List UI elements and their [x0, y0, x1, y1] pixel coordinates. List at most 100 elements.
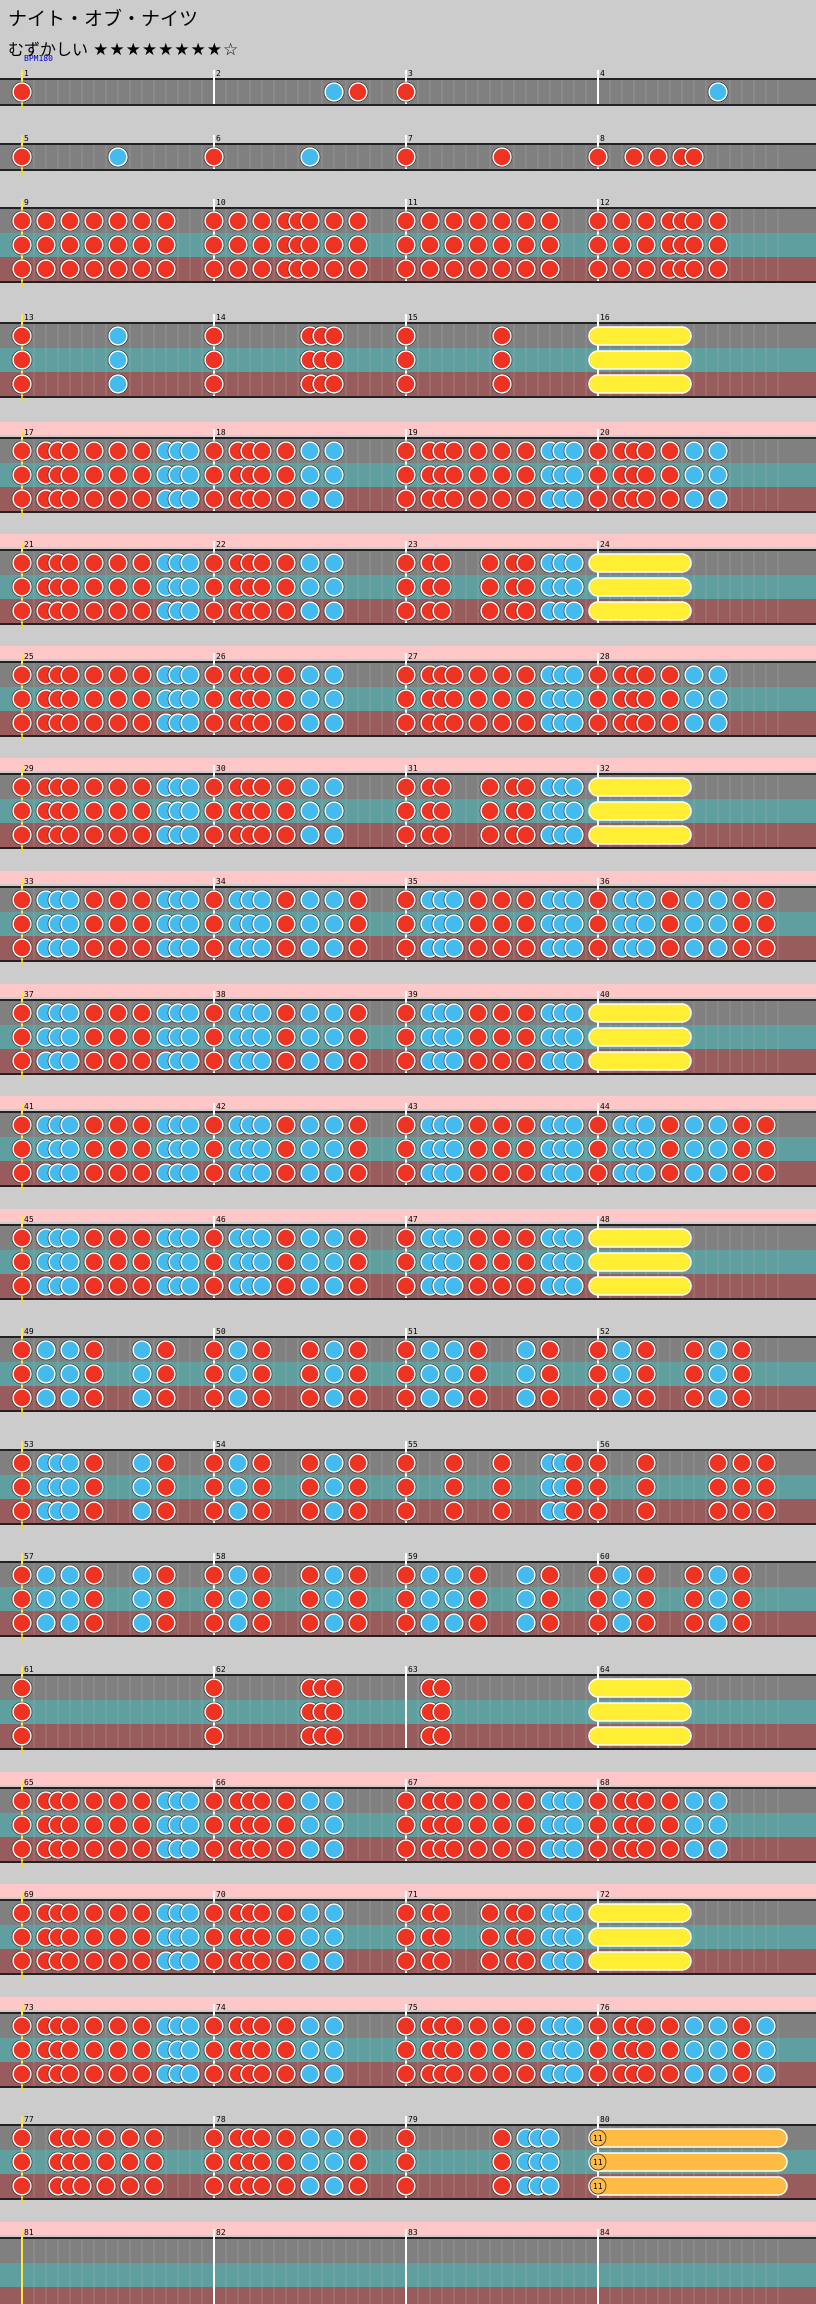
note-outline: [635, 889, 657, 911]
note-outline: [323, 81, 345, 103]
don-note: [468, 1252, 488, 1272]
ka-note: [564, 713, 584, 733]
ka-note: [684, 938, 704, 958]
don-note: [276, 1276, 296, 1296]
ka-note: [564, 1276, 584, 1296]
note-outline: [635, 1387, 657, 1409]
note-outline: [515, 889, 537, 911]
balloon-count: 11: [593, 2158, 603, 2167]
don-note: [732, 914, 752, 934]
don-note: [120, 2152, 140, 2172]
row-top-line: [0, 2237, 816, 2239]
note-outline: [515, 2039, 537, 2061]
measure-number: 70: [216, 1890, 226, 1899]
don-note: [516, 235, 536, 255]
note-outline: [323, 1387, 345, 1409]
note-outline: [11, 2127, 33, 2149]
note-outline: [299, 600, 321, 622]
note-outline: [131, 1227, 153, 1249]
note-outline: [515, 1162, 537, 1184]
don-note: [252, 1477, 272, 1497]
don-note: [444, 1839, 464, 1859]
don-note: [204, 577, 224, 597]
note-outline: [107, 234, 129, 256]
note-outline: [419, 234, 441, 256]
note-outline: [515, 1612, 537, 1634]
note-outline: [59, 1227, 81, 1249]
note-outline: [539, 234, 561, 256]
don-note: [12, 82, 32, 102]
don-note: [348, 1139, 368, 1159]
note-outline: [59, 1950, 81, 1972]
don-note: [636, 2064, 656, 2084]
ka-note: [300, 1839, 320, 1859]
note-outline: [11, 1050, 33, 1072]
note-outline: [299, 1363, 321, 1385]
note-outline: [251, 1387, 273, 1409]
ka-note: [60, 1139, 80, 1159]
note-outline: [203, 600, 225, 622]
don-note: [60, 1791, 80, 1811]
note-outline: [467, 1138, 489, 1160]
note-outline: [11, 1677, 33, 1699]
note-outline: [395, 1926, 417, 1948]
don-note: [12, 489, 32, 509]
note-outline: [119, 2175, 141, 2197]
don-note: [492, 1163, 512, 1183]
note-outline: [251, 1612, 273, 1634]
note-outline: [419, 210, 441, 232]
don-note: [84, 1228, 104, 1248]
note-outline: [203, 2127, 225, 2149]
don-note: [84, 938, 104, 958]
row-top-line: [0, 661, 816, 663]
don-note: [468, 1276, 488, 1296]
note-outline: [479, 600, 501, 622]
note-outline: [59, 1564, 81, 1586]
measure-number: 56: [600, 1440, 610, 1449]
note-outline: [635, 913, 657, 935]
note-outline: [131, 1902, 153, 1924]
drumroll-note: [588, 1228, 692, 1248]
note-outline: [659, 2063, 681, 2085]
note-outline: [515, 258, 537, 280]
note-outline: [683, 464, 705, 486]
note-outline: [179, 440, 201, 462]
note-outline: [635, 1838, 657, 1860]
note-outline: [131, 1002, 153, 1024]
note-outline: [275, 552, 297, 574]
don-note: [732, 1501, 752, 1521]
measure-number: 29: [24, 764, 34, 773]
don-note: [468, 1364, 488, 1384]
don-note: [468, 1839, 488, 1859]
note-outline: [443, 234, 465, 256]
note-outline: [635, 1162, 657, 1184]
don-note: [396, 1364, 416, 1384]
note-outline: [563, 1251, 585, 1273]
note-outline: [131, 2039, 153, 2061]
don-note: [540, 235, 560, 255]
row-bottom-line: [0, 2198, 816, 2200]
don-note: [84, 259, 104, 279]
note-outline: [587, 1476, 609, 1498]
don-note: [492, 2176, 512, 2196]
measure-number: 20: [600, 428, 610, 437]
note-outline: [395, 552, 417, 574]
note-outline: [203, 1251, 225, 1273]
measure-number: 84: [600, 2228, 610, 2237]
note-outline: [251, 1564, 273, 1586]
row-top-line: [0, 322, 816, 324]
note-outline: [251, 688, 273, 710]
row-top-line: [0, 2012, 816, 2014]
don-note: [84, 689, 104, 709]
note-outline: [59, 664, 81, 686]
row-bottom-line: [0, 169, 816, 171]
ka-note: [564, 1951, 584, 1971]
note-outline: [635, 1138, 657, 1160]
ka-note: [300, 1051, 320, 1071]
ka-note: [324, 1477, 344, 1497]
row-bottom-line: [0, 1973, 816, 1975]
don-note: [252, 211, 272, 231]
don-note: [84, 1003, 104, 1023]
don-note: [732, 2064, 752, 2084]
note-outline: [707, 688, 729, 710]
